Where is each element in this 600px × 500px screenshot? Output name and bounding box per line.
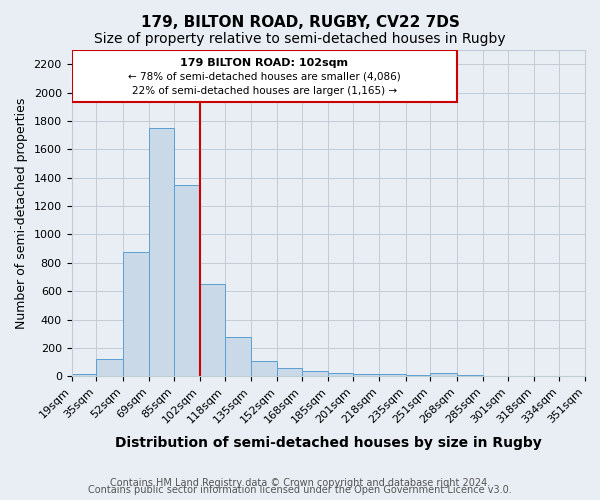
Bar: [379, 374, 406, 376]
Bar: [251, 362, 277, 376]
Bar: [277, 368, 302, 376]
Bar: [457, 375, 483, 376]
Bar: [122, 252, 149, 376]
Bar: [353, 374, 379, 376]
Bar: [406, 375, 430, 376]
X-axis label: Distribution of semi-detached houses by size in Rugby: Distribution of semi-detached houses by …: [115, 436, 542, 450]
Text: Size of property relative to semi-detached houses in Rugby: Size of property relative to semi-detach…: [94, 32, 506, 46]
Text: 22% of semi-detached houses are larger (1,165) →: 22% of semi-detached houses are larger (…: [131, 86, 397, 96]
Bar: [302, 372, 328, 376]
FancyBboxPatch shape: [71, 50, 457, 102]
Bar: [224, 338, 251, 376]
Bar: [149, 128, 173, 376]
Text: Contains HM Land Registry data © Crown copyright and database right 2024.: Contains HM Land Registry data © Crown c…: [110, 478, 490, 488]
Bar: [71, 374, 96, 376]
Bar: [96, 358, 122, 376]
Text: 179, BILTON ROAD, RUGBY, CV22 7DS: 179, BILTON ROAD, RUGBY, CV22 7DS: [140, 15, 460, 30]
Bar: [430, 374, 457, 376]
Bar: [200, 284, 224, 376]
Bar: [173, 185, 200, 376]
Y-axis label: Number of semi-detached properties: Number of semi-detached properties: [15, 98, 28, 329]
Text: Contains public sector information licensed under the Open Government Licence v3: Contains public sector information licen…: [88, 485, 512, 495]
Text: ← 78% of semi-detached houses are smaller (4,086): ← 78% of semi-detached houses are smalle…: [128, 71, 400, 81]
Bar: [328, 374, 353, 376]
Text: 179 BILTON ROAD: 102sqm: 179 BILTON ROAD: 102sqm: [180, 58, 348, 68]
